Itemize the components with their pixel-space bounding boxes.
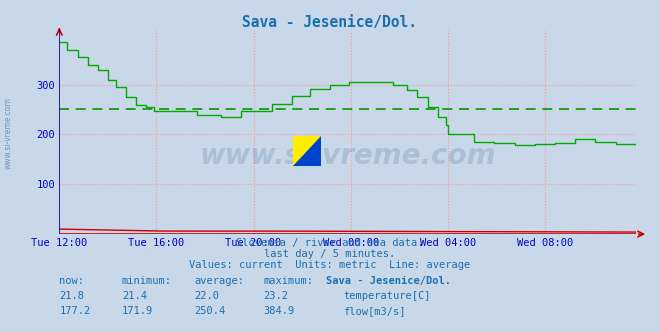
Text: Values: current  Units: metric  Line: average: Values: current Units: metric Line: aver… xyxy=(189,260,470,270)
Text: 171.9: 171.9 xyxy=(122,306,153,316)
Text: 250.4: 250.4 xyxy=(194,306,225,316)
Text: 21.8: 21.8 xyxy=(59,291,84,301)
Text: www.si-vreme.com: www.si-vreme.com xyxy=(3,97,13,169)
Text: 22.0: 22.0 xyxy=(194,291,219,301)
Text: last day / 5 minutes.: last day / 5 minutes. xyxy=(264,249,395,259)
Text: 384.9: 384.9 xyxy=(264,306,295,316)
Text: 23.2: 23.2 xyxy=(264,291,289,301)
Text: www.si-vreme.com: www.si-vreme.com xyxy=(200,142,496,170)
Text: Sava - Jesenice/Dol.: Sava - Jesenice/Dol. xyxy=(242,15,417,30)
Text: average:: average: xyxy=(194,276,244,286)
Text: temperature[C]: temperature[C] xyxy=(343,291,431,301)
Polygon shape xyxy=(293,136,321,166)
Text: 21.4: 21.4 xyxy=(122,291,147,301)
Text: maximum:: maximum: xyxy=(264,276,314,286)
Text: Slovenia / river and sea data.: Slovenia / river and sea data. xyxy=(236,238,423,248)
Text: minimum:: minimum: xyxy=(122,276,172,286)
Text: Sava - Jesenice/Dol.: Sava - Jesenice/Dol. xyxy=(348,155,362,157)
Text: Sava - Jesenice/Dol.: Sava - Jesenice/Dol. xyxy=(326,276,451,286)
Text: now:: now: xyxy=(59,276,84,286)
Text: 177.2: 177.2 xyxy=(59,306,90,316)
Text: flow[m3/s]: flow[m3/s] xyxy=(343,306,406,316)
Polygon shape xyxy=(293,136,321,166)
